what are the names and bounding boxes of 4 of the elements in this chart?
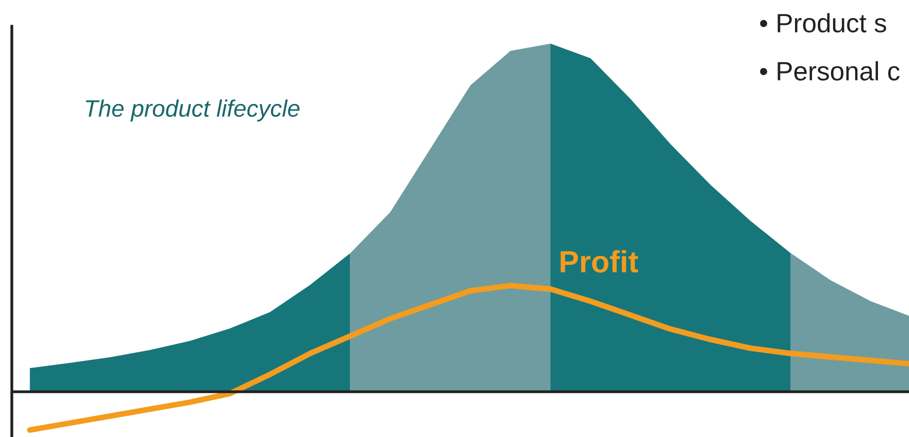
annotation: • Personal c — [760, 61, 900, 81]
text: The product lifecycle — [86, 99, 300, 122]
series-label: Profit — [560, 250, 638, 273]
text: • Product s — [760, 13, 886, 32]
